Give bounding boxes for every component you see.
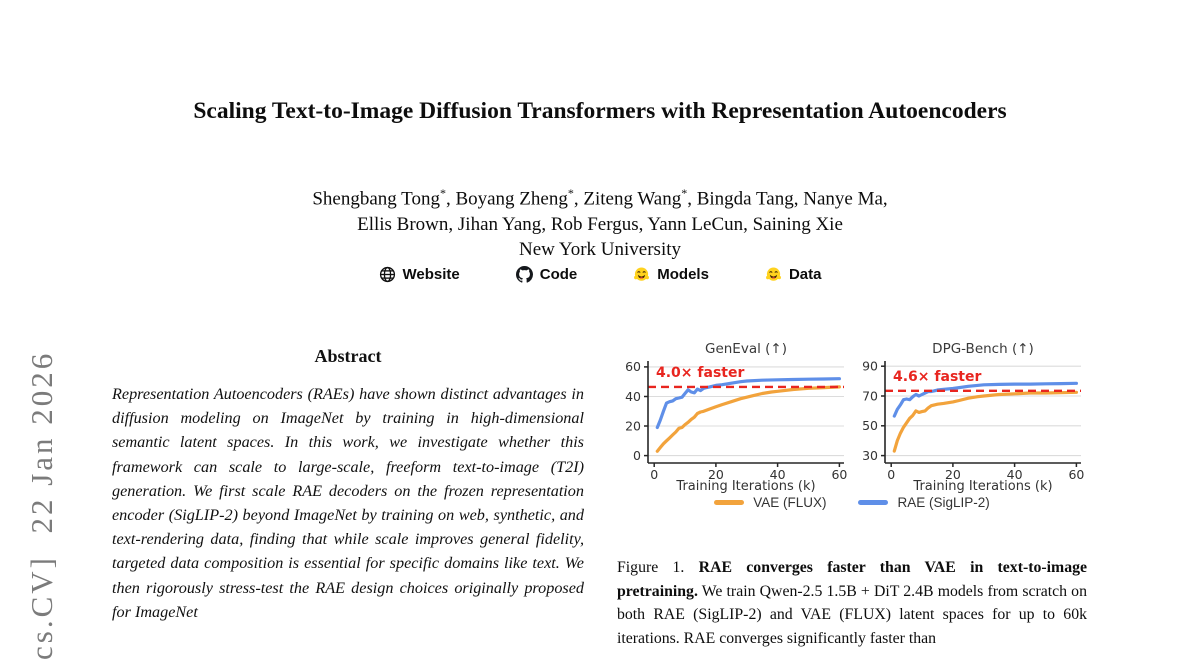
abstract-text: Representation Autoencoders (RAEs) have …: [112, 385, 584, 621]
authors-line-2: Ellis Brown, Jihan Yang, Rob Fergus, Yan…: [357, 213, 843, 235]
svg-text:30: 30: [862, 448, 878, 463]
svg-text:60: 60: [625, 359, 641, 374]
author-name: Nanye Ma: [803, 188, 883, 210]
chart-legend: VAE (FLUX) RAE (SigLIP-2): [617, 495, 1087, 510]
author-name: Rob Fergus: [550, 213, 639, 235]
dpg-bench-chart: DPG-Bench (↑) 30 50 70 90 0 20 40 60 4.6× faster T…: [862, 341, 1084, 493]
author-name: Ellis Brown: [357, 213, 449, 235]
svg-text:40: 40: [770, 467, 786, 482]
figure-caption: Figure 1. RAE converges faster than VAE …: [617, 556, 1087, 650]
abstract-section: Abstract Representation Autoencoders (RA…: [112, 346, 584, 624]
author-name: Boyang Zheng: [455, 188, 568, 210]
author-asterisk: *: [439, 186, 446, 200]
figure-caption-rest: We train Qwen-2.5 1.5B + DiT 2.4B models…: [617, 582, 1087, 647]
svg-text:50: 50: [862, 418, 878, 433]
x-axis-label: Training Iterations (k): [675, 479, 815, 493]
affiliation: New York University: [518, 239, 682, 261]
svg-text:40: 40: [625, 389, 641, 404]
arxiv-sidebar-stamp: cs.CV] 22 Jan 2026: [24, 350, 59, 660]
author-name: Ziteng Wang: [583, 188, 682, 210]
author-name: Bingda Tang: [696, 188, 794, 210]
legend-label: VAE (FLUX): [753, 495, 827, 510]
geneval-chart: GenEval (↑) 0 20 40 60 0 20 40 60 4.0× faster Trai…: [625, 341, 847, 493]
author-asterisk: *: [681, 186, 688, 200]
link-data[interactable]: Data: [765, 266, 822, 283]
svg-text:60: 60: [831, 467, 847, 482]
x-axis-label: Training Iterations (k): [912, 479, 1052, 493]
svg-text:20: 20: [945, 467, 961, 482]
series-rae-siglip-2-: [655, 377, 841, 430]
figure-1: GenEval (↑) 0 20 40 60 0 20 40 60 4.0× faster Trai…: [617, 341, 1087, 650]
legend-swatch: [714, 500, 745, 505]
resource-links: Website Code Models Data: [0, 266, 1200, 283]
figure-caption-bold: RAE converges faster than VAE in text-to…: [617, 559, 1088, 600]
legend-item-rae-siglip-2-: RAE (SigLIP-2): [858, 495, 990, 510]
link-code[interactable]: Code: [515, 266, 578, 283]
series-vae-flux-: [655, 385, 841, 453]
speedup-annotation: 4.0× faster: [656, 365, 744, 381]
github-icon: [515, 266, 533, 283]
svg-text:GenEval (↑): GenEval (↑): [705, 341, 787, 357]
globe-icon: [379, 266, 396, 283]
series-vae-flux-: [892, 390, 1078, 453]
legend-swatch: [858, 500, 889, 505]
huggingface-icon: [633, 266, 650, 283]
author-name: Shengbang Tong: [312, 188, 440, 210]
link-label: Data: [788, 266, 822, 283]
legend-label: RAE (SigLIP-2): [897, 495, 990, 510]
author-asterisk: *: [567, 186, 574, 200]
svg-text:90: 90: [862, 359, 878, 374]
legend-item-vae-flux-: VAE (FLUX): [714, 495, 826, 510]
abstract-heading: Abstract: [314, 346, 382, 366]
svg-text:0: 0: [650, 467, 658, 482]
link-models[interactable]: Models: [633, 266, 709, 283]
author-name: Yann LeCun: [647, 213, 744, 235]
figure-charts: GenEval (↑) 0 20 40 60 0 20 40 60 4.0× faster Trai…: [617, 341, 1087, 493]
link-label: Code: [539, 266, 578, 283]
svg-text:0: 0: [633, 448, 641, 463]
link-label: Models: [657, 266, 709, 283]
svg-text:20: 20: [708, 467, 724, 482]
figure-caption-prefix: Figure 1.: [617, 559, 685, 576]
svg-text:0: 0: [887, 467, 895, 482]
speedup-annotation: 4.6× faster: [893, 369, 981, 385]
huggingface-icon: [765, 266, 782, 283]
paper-title: Scaling Text-to-Image Diffusion Transfor…: [193, 98, 1007, 124]
svg-text:DPG-Bench (↑): DPG-Bench (↑): [932, 341, 1034, 357]
link-label: Website: [402, 266, 460, 283]
author-list: Shengbang Tong*, Boyang Zheng*, Ziteng W…: [0, 181, 1200, 263]
svg-text:60: 60: [1068, 467, 1084, 482]
author-name: Jihan Yang: [457, 213, 542, 235]
authors-line-1: Shengbang Tong*, Boyang Zheng*, Ziteng W…: [312, 186, 888, 210]
svg-text:40: 40: [1007, 467, 1023, 482]
author-name: Saining Xie: [752, 213, 843, 235]
svg-text:20: 20: [625, 418, 641, 433]
svg-text:70: 70: [862, 388, 878, 403]
link-website[interactable]: Website: [379, 266, 460, 283]
